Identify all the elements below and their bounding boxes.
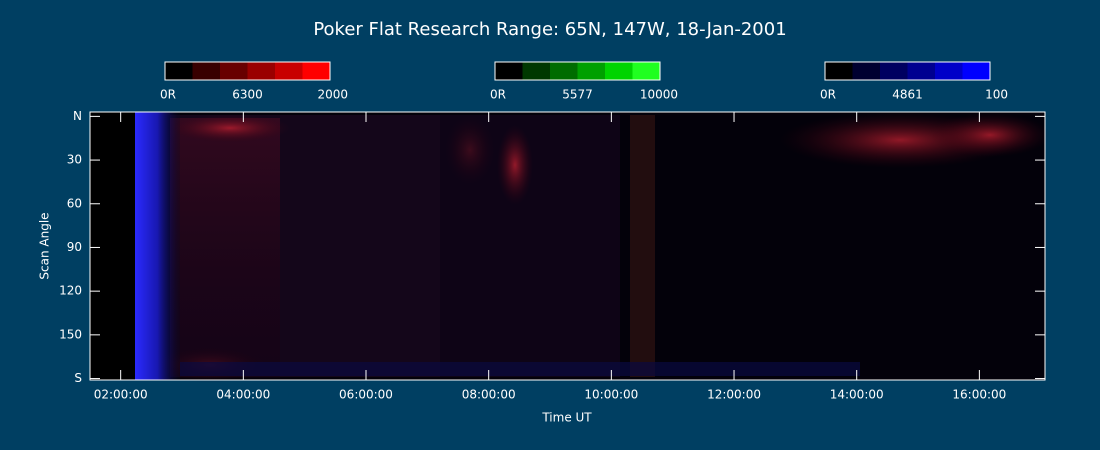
plot-frame <box>89 111 1046 381</box>
x-axis-label: Time UT <box>541 411 592 425</box>
colorbar-name: 6300 <box>232 88 263 102</box>
colorbar-name: 5577 <box>562 88 593 102</box>
colorbar-swatch <box>165 62 193 80</box>
x-tick-label: 08:00:00 <box>462 388 516 402</box>
x-tick-label: 12:00:00 <box>707 388 761 402</box>
colorbar-max-label: 2000 <box>317 88 348 102</box>
colorbar-swatch <box>852 62 880 80</box>
keogram-image <box>90 112 1050 383</box>
colorbar-frame <box>494 61 661 81</box>
x-tick-label: 02:00:00 <box>94 388 148 402</box>
y-axis-label: Scan Angle <box>38 212 52 279</box>
colorbar-swatch <box>935 62 963 80</box>
y-tick-label: N <box>73 109 82 123</box>
colorbar-max-label: 100 <box>985 88 1008 102</box>
colorbar-frame <box>164 61 331 81</box>
colorbar-swatch <box>275 62 303 80</box>
colorbar-swatch <box>302 62 330 80</box>
y-tick-label: 120 <box>59 284 82 298</box>
x-tick-label: 04:00:00 <box>216 388 270 402</box>
colorbar-name: 4861 <box>892 88 923 102</box>
colorbar-swatch <box>880 62 908 80</box>
x-tick-label: 14:00:00 <box>830 388 884 402</box>
y-tick-label: S <box>74 371 82 385</box>
y-tick-label: 60 <box>67 196 82 210</box>
colorbar-swatch <box>907 62 935 80</box>
colorbar-swatch <box>962 62 990 80</box>
colorbar-swatch <box>220 62 248 80</box>
colorbar-swatch <box>577 62 605 80</box>
colorbar-swatch <box>550 62 578 80</box>
colorbar-swatch <box>192 62 220 80</box>
x-tick-label: 06:00:00 <box>339 388 393 402</box>
colorbar-swatch <box>247 62 275 80</box>
chart-title: Poker Flat Research Range: 65N, 147W, 18… <box>313 19 786 40</box>
x-tick-label: 10:00:00 <box>584 388 638 402</box>
x-tick-label: 16:00:00 <box>952 388 1006 402</box>
colorbar-frame <box>824 61 991 81</box>
colorbar-min-label: 0R <box>490 88 506 102</box>
colorbar-max-label: 10000 <box>640 88 678 102</box>
colorbar-swatch <box>495 62 523 80</box>
colorbar-swatch <box>632 62 660 80</box>
y-tick-label: 150 <box>59 327 82 341</box>
y-tick-label: 30 <box>67 153 82 167</box>
colorbar-swatch <box>522 62 550 80</box>
colorbar-min-label: 0R <box>820 88 836 102</box>
colorbar-swatch <box>605 62 633 80</box>
colorbar-swatch <box>825 62 853 80</box>
colorbar-min-label: 0R <box>160 88 176 102</box>
y-tick-label: 90 <box>67 240 82 254</box>
